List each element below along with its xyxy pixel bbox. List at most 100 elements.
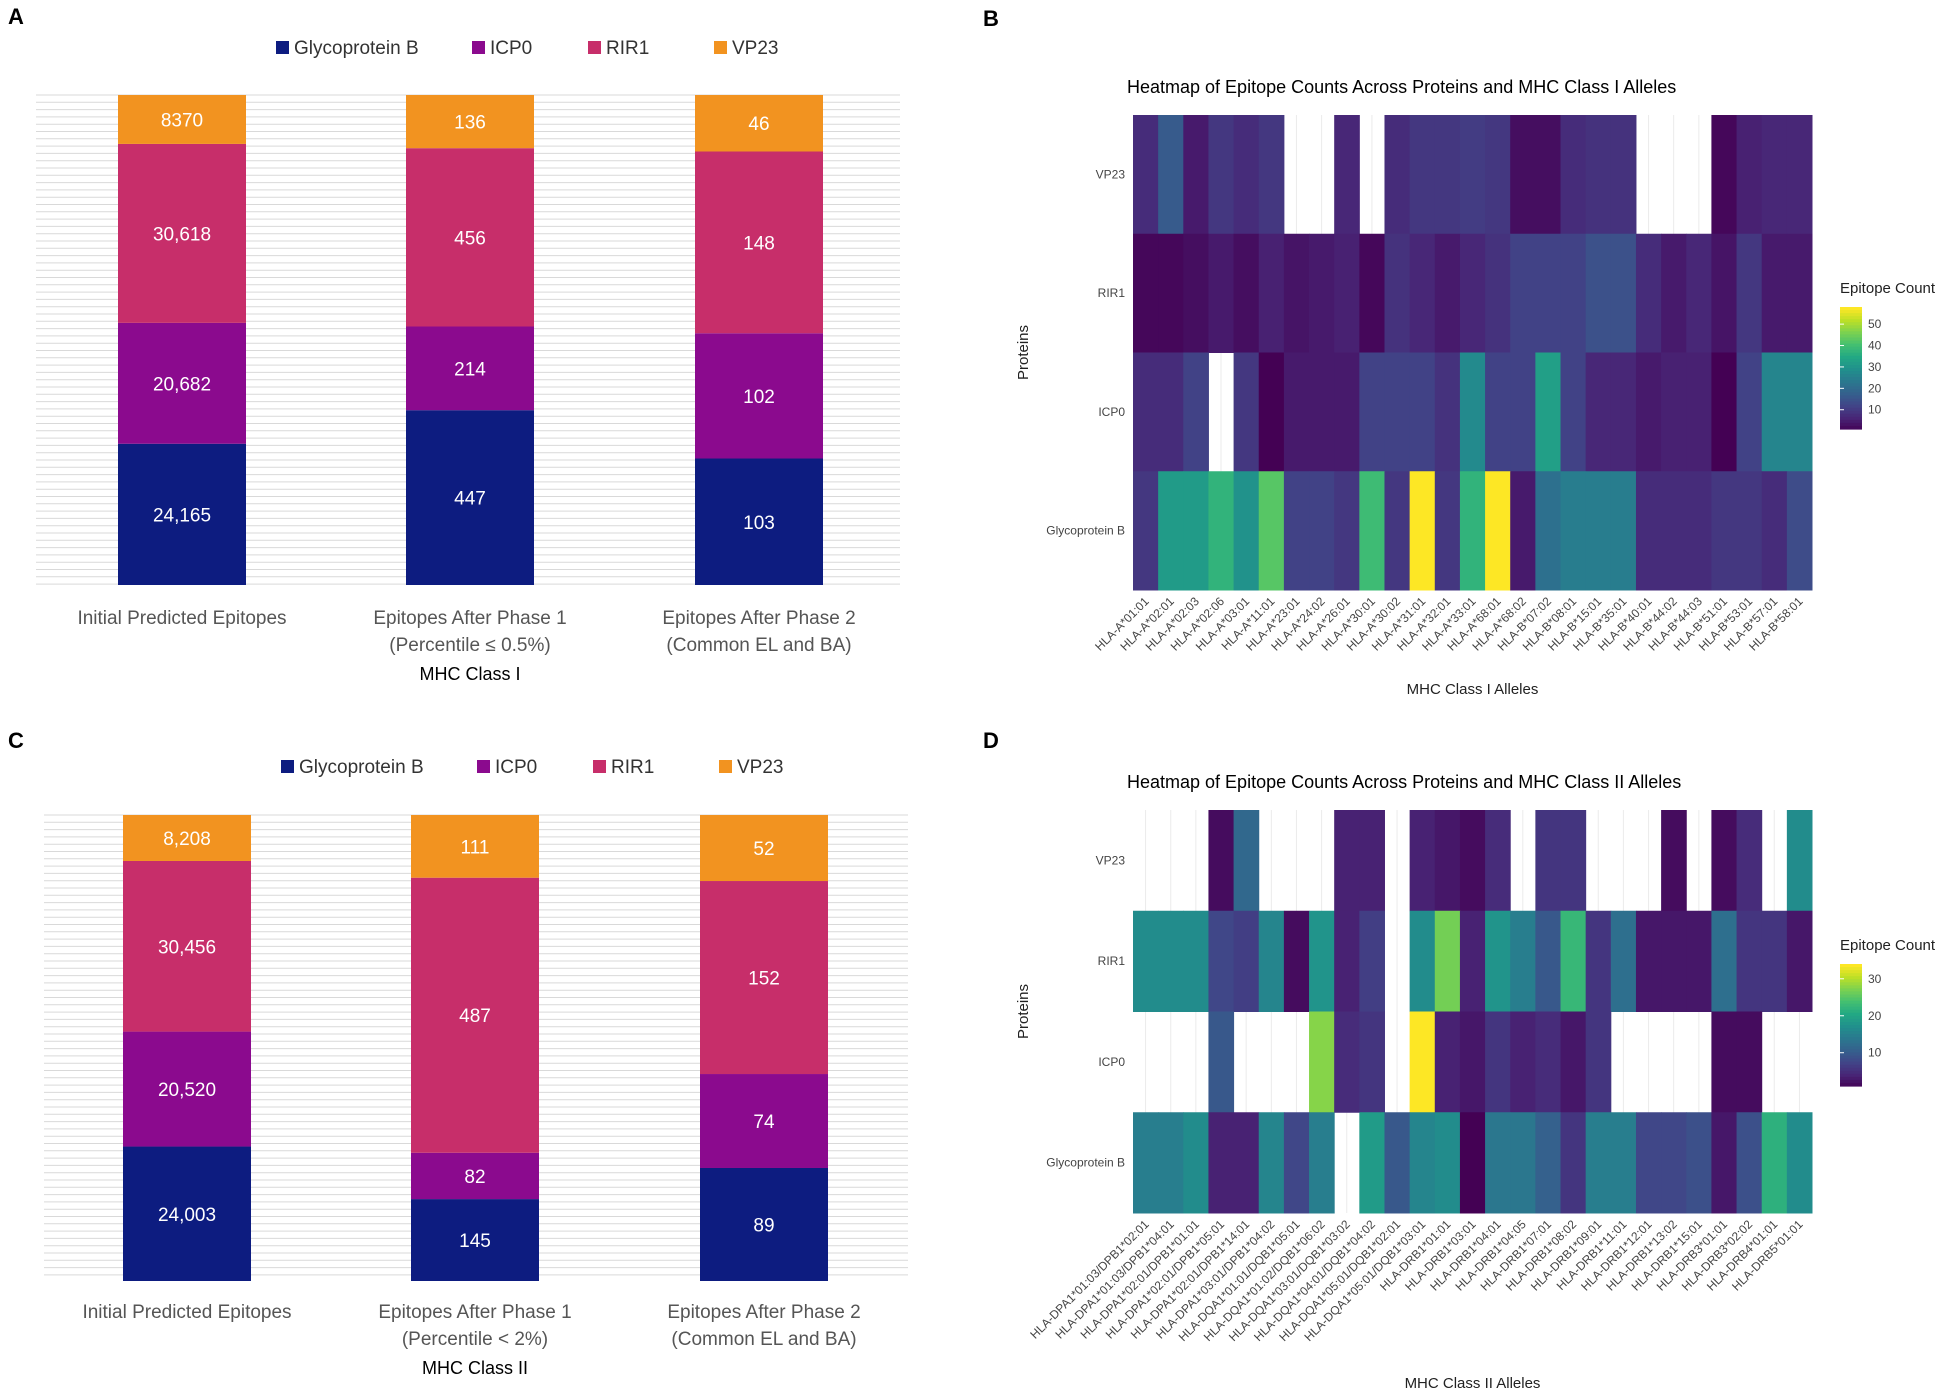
category-sublabel: (Common EL and BA): [666, 635, 851, 656]
heatmap-cell: [1183, 910, 1209, 1012]
heatmap-cell: [1686, 1112, 1712, 1214]
bar-segment-vp23: [123, 815, 251, 861]
heatmap-cell: [1711, 1112, 1738, 1214]
panel-label-a: A: [8, 4, 24, 29]
color-scale-step: [1840, 364, 1862, 369]
data-label: 24,003: [158, 1205, 216, 1226]
heatmap-cell: [1761, 115, 1788, 235]
color-scale-step: [1840, 328, 1862, 332]
heatmap-cell: [1434, 352, 1461, 472]
color-scale-step: [1840, 1037, 1862, 1041]
heatmap-cell: [1560, 1112, 1587, 1214]
heatmap-cell: [1133, 471, 1159, 591]
legend-swatch-rir1: [593, 760, 606, 773]
heatmap-cell: [1409, 810, 1436, 912]
color-scale-tick-label: 40: [1868, 339, 1882, 353]
heatmap-cell: [1585, 1011, 1612, 1113]
heatmap-cell: [1309, 1011, 1335, 1113]
color-scale-step: [1840, 1061, 1862, 1066]
color-scale-step: [1840, 1015, 1862, 1020]
color-scale-step: [1840, 1082, 1862, 1087]
color-scale-step: [1840, 1021, 1862, 1026]
data-label: 8370: [161, 110, 203, 131]
heatmap-cell: [1535, 115, 1562, 235]
bar-segment-rir1: [695, 151, 823, 334]
heatmap-cell: [1585, 352, 1612, 472]
x-axis-title: MHC Class II Alleles: [1405, 1375, 1541, 1392]
heatmap-cell: [1786, 1112, 1813, 1214]
panel-label-d: D: [983, 728, 999, 753]
bar-segment-rir1: [700, 881, 828, 1075]
color-scale-step: [1840, 973, 1862, 977]
heatmap-cell: [1736, 115, 1763, 235]
heatmap-cell: [1434, 233, 1461, 353]
color-scale-step: [1840, 1028, 1862, 1032]
color-scale-step: [1840, 425, 1862, 430]
color-scale-tick-label: 50: [1868, 317, 1882, 331]
heatmap-cell: [1459, 352, 1486, 472]
color-scale-step: [1840, 1055, 1862, 1060]
data-label: 111: [461, 837, 490, 858]
heatmap-cell: [1208, 471, 1235, 591]
heatmap-cell: [1283, 233, 1310, 353]
color-scale-step: [1840, 1043, 1862, 1047]
heatmap-cell: [1485, 1011, 1511, 1113]
color-scale-step: [1840, 422, 1862, 427]
heatmap-cell: [1686, 910, 1712, 1012]
category-sublabel: (Percentile ≤ 0.5%): [389, 635, 550, 656]
row-label: RIR1: [1098, 954, 1126, 968]
heatmap-cell: [1535, 233, 1562, 353]
color-scale-tick-label: 10: [1868, 1046, 1882, 1060]
color-scale-step: [1840, 392, 1862, 397]
heatmap-cell: [1283, 1112, 1310, 1214]
heatmap-cell: [1786, 471, 1813, 591]
heatmap-cell: [1485, 471, 1511, 591]
heatmap-cell: [1610, 1112, 1637, 1214]
color-scale-step: [1840, 377, 1862, 381]
color-scale-step: [1840, 1040, 1862, 1044]
data-label: 148: [743, 233, 775, 254]
heatmap-cell: [1485, 115, 1511, 235]
heatmap-cell: [1359, 471, 1385, 591]
heatmap-cell: [1535, 1011, 1562, 1113]
heatmap-cell: [1183, 233, 1209, 353]
heatmap-cell: [1459, 810, 1486, 912]
heatmap-cell: [1459, 1011, 1486, 1113]
color-scale-step: [1840, 361, 1862, 366]
heatmap-cell: [1510, 233, 1536, 353]
heatmap-cell: [1283, 352, 1310, 472]
heatmap-cell: [1208, 115, 1235, 235]
heatmap-cell: [1736, 1011, 1763, 1113]
heatmap-cell: [1761, 352, 1788, 472]
heatmap-cell: [1359, 1011, 1385, 1113]
heatmap-cell: [1535, 1112, 1562, 1214]
heatmap-cell: [1661, 810, 1687, 912]
heatmap-cell: [1233, 233, 1260, 353]
heatmap-cell: [1459, 115, 1486, 235]
heatmap-cell: [1334, 810, 1360, 912]
row-label: ICP0: [1098, 405, 1125, 419]
x-axis-title: MHC Class II: [422, 1358, 528, 1378]
heatmap-cell: [1409, 352, 1436, 472]
bar-segment-vp23: [411, 815, 539, 878]
bar-segment-vp23: [118, 95, 246, 144]
heatmap-cell: [1535, 471, 1562, 591]
heatmap-cell: [1459, 471, 1486, 591]
color-scale-step: [1840, 371, 1862, 375]
data-label: 102: [743, 387, 775, 408]
heatmap-cell: [1635, 910, 1662, 1012]
heatmap-cell: [1610, 910, 1637, 1012]
category-label: Epitopes After Phase 2: [662, 608, 855, 629]
heatmap-cell: [1761, 471, 1788, 591]
heatmap-cell: [1409, 1011, 1436, 1113]
row-label: VP23: [1096, 167, 1126, 181]
panel-label-b: B: [983, 6, 999, 31]
heatmap-cell: [1736, 810, 1763, 912]
heatmap-cell: [1158, 910, 1184, 1012]
color-scale-step: [1840, 1009, 1862, 1014]
bar-segment-rir1: [406, 148, 534, 327]
row-label: VP23: [1096, 853, 1126, 867]
heatmap-cell: [1686, 471, 1712, 591]
heatmap-cell: [1133, 1112, 1159, 1214]
bar-segment-glycoprotein-b: [695, 458, 823, 585]
